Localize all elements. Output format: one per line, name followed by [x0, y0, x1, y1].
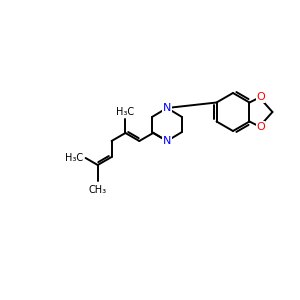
Text: O: O	[256, 122, 265, 131]
Text: H₃C: H₃C	[65, 153, 84, 163]
Text: CH₃: CH₃	[89, 185, 107, 195]
Text: N: N	[163, 136, 171, 146]
Text: O: O	[256, 92, 265, 103]
Text: N: N	[163, 103, 171, 113]
Text: H₃C: H₃C	[116, 107, 134, 117]
